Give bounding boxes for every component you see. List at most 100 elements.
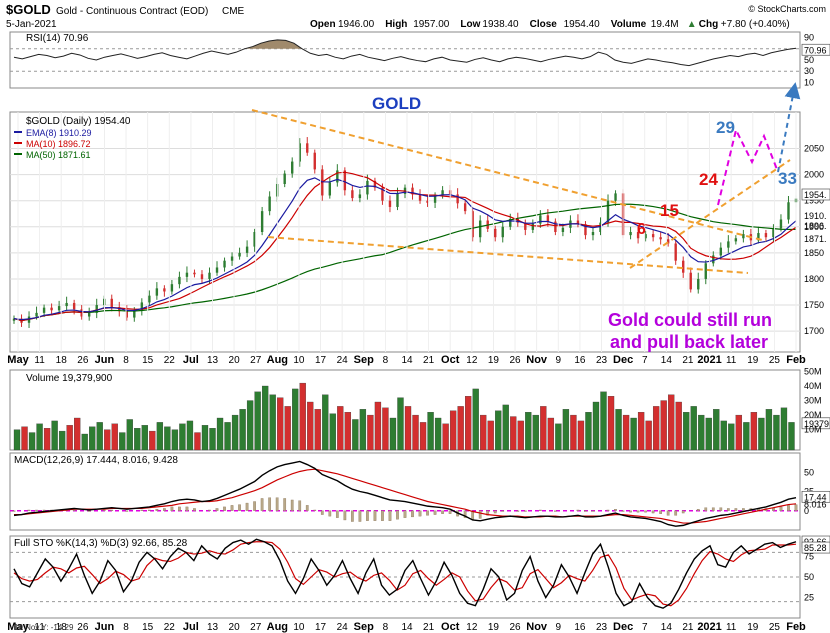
price-candle (742, 234, 745, 239)
quote-row: Open 1946.00 High 1957.00 Low 1938.40 Close 195… (310, 19, 790, 30)
exchange: CME (222, 6, 245, 17)
price-candle (689, 272, 692, 290)
volume-bar (720, 420, 727, 451)
volume-bar (577, 420, 585, 451)
macd-histogram-bar (666, 510, 670, 516)
price-candle (155, 288, 159, 296)
macd-tick-0: 0 (804, 506, 809, 516)
macd-histogram-bar (726, 508, 730, 511)
annotation-note-line2: and pull back later (610, 332, 768, 352)
macd-histogram-bar (42, 509, 46, 511)
price-candle (659, 237, 662, 240)
price-candle (87, 312, 91, 317)
price-candle (787, 202, 790, 220)
time-label: 19 (747, 355, 759, 366)
price-candle (200, 274, 204, 279)
time-label: 13 (207, 355, 219, 366)
time-label: 9 (555, 622, 561, 633)
macd-histogram-bar (260, 498, 264, 511)
price-candle (599, 222, 602, 232)
macd-histogram-bar (629, 510, 632, 513)
volume-bar (465, 396, 472, 451)
quote-value-volume: 19.4M (651, 19, 679, 30)
volume-bar (397, 397, 404, 451)
price-candle (561, 227, 565, 232)
macd-histogram-bar (27, 509, 31, 511)
quote-label-volume: Volume (611, 19, 647, 30)
price-candle (328, 182, 332, 196)
volume-bar (277, 397, 284, 451)
price-candle (494, 228, 497, 238)
macd-histogram-bar (381, 510, 384, 521)
price-candle (539, 215, 542, 224)
panel-rsi (9, 31, 801, 89)
volume-bar (119, 432, 126, 451)
time-label: Oct (441, 621, 460, 633)
macd-histogram-bar (576, 509, 580, 511)
volume-bar (141, 425, 148, 451)
volume-bar (51, 420, 58, 451)
price-candle (471, 211, 474, 238)
ma10-line (13, 171, 797, 322)
volume-bar (389, 417, 397, 451)
volume-bar (758, 417, 765, 451)
volume-bar (765, 409, 773, 451)
price-candle (441, 190, 444, 196)
macd-histogram-bar (742, 508, 745, 511)
macd-histogram-bar (163, 508, 166, 511)
price-candle (606, 200, 610, 223)
volume-bar (705, 417, 712, 451)
macd-histogram-bar (290, 499, 294, 511)
price-tick-1850: 1850 (804, 248, 824, 258)
price-candle (283, 173, 286, 184)
macd-tick-17.44-box (801, 490, 830, 503)
volume-bar (254, 391, 261, 451)
price-candle (12, 318, 16, 321)
price-candle (674, 243, 677, 261)
macd-histogram-bar (659, 510, 663, 514)
macd-histogram-bar (358, 510, 362, 522)
time-label: 19 (488, 622, 500, 633)
volume-bar (683, 412, 690, 451)
macd-histogram-bar (779, 506, 783, 511)
time-label: 14 (401, 622, 413, 633)
price-candle (291, 161, 294, 174)
macd-histogram-bar (193, 508, 196, 511)
volume-bar (58, 430, 66, 451)
time-label: Feb (786, 354, 806, 366)
time-label: 22 (164, 355, 176, 366)
time-label: 16 (574, 622, 586, 633)
macd-histogram-bar (223, 506, 226, 511)
price-candle (463, 203, 467, 212)
time-label: 15 (142, 355, 154, 366)
price-candle (148, 295, 151, 303)
legend-ema8: EMA(8) 1910.29 (26, 128, 92, 138)
volume-bar (735, 414, 743, 451)
quote-label-chg: Chg (699, 19, 718, 30)
sto-tick-25: 25 (804, 593, 814, 603)
price-candle (238, 252, 241, 257)
volume-bar (111, 423, 118, 451)
volume-bar (630, 417, 637, 451)
time-label: 10 (293, 622, 305, 633)
time-label: Sep (354, 621, 374, 633)
volume-bar (668, 394, 675, 451)
volume-bar (510, 416, 517, 451)
time-label: 18 (56, 622, 68, 633)
macd-histogram-bar (298, 500, 302, 511)
volume-bar (570, 414, 577, 451)
time-label: 19 (747, 622, 759, 633)
volume-bar (472, 388, 479, 451)
price-current-label-0: 1954. (804, 190, 827, 200)
price-candle (764, 233, 768, 238)
price-candle (50, 307, 53, 311)
annotation-note-line1: Gold could still run (608, 310, 772, 330)
time-label: 21 (423, 355, 435, 366)
time-label: 25 (769, 622, 781, 633)
price-candle (651, 234, 655, 238)
volume-bar (292, 388, 299, 451)
time-label: 24 (337, 622, 349, 633)
time-label: 7 (642, 622, 648, 633)
time-label: May (7, 621, 29, 633)
volume-bar (179, 423, 186, 451)
